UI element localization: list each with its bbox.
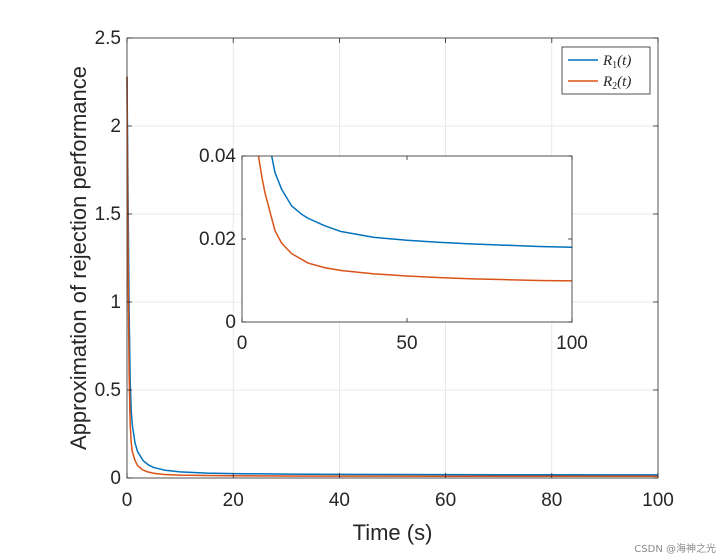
y-tick-label: 0: [110, 468, 121, 489]
y-tick-label: 2.5: [95, 28, 121, 49]
y-tick-label: 0.5: [95, 380, 121, 401]
x-tick-label: 40: [329, 490, 350, 511]
legend-label-r1: R1(t): [602, 53, 631, 71]
y-axis-label: Approximation of rejection performance: [66, 66, 91, 450]
main-lines: [126, 76, 659, 478]
x-tick-label: 50: [396, 333, 417, 354]
legend: R1(t) R2(t): [561, 46, 651, 95]
legend-box: [561, 46, 651, 95]
inset-series-2: [257, 155, 573, 282]
x-tick-label: 60: [435, 490, 456, 511]
inset-series-1: [270, 155, 573, 249]
inset-ticks: 0 50 100 0 0.02 0.04: [199, 146, 588, 354]
inset-axes: 0 50 100 0 0.02 0.04: [199, 146, 588, 354]
x-tick-label: 100: [642, 490, 674, 511]
y-tick-label: 1: [110, 292, 121, 313]
x-tick-label: 0: [122, 490, 133, 511]
y-tick-label: 0.04: [199, 146, 236, 167]
main-series-1: [126, 76, 659, 476]
y-tick-label: 0.02: [199, 229, 236, 250]
inset-lines: [257, 155, 573, 282]
main-ticks: 0 20 40 60 80 100 0 0.5 1 1.5 2 2.5: [95, 28, 674, 511]
legend-label-r2: R2(t): [602, 74, 631, 92]
main-series-2: [126, 76, 659, 478]
x-tick-label: 0: [237, 333, 248, 354]
y-tick-label: 1.5: [95, 204, 121, 225]
x-tick-label: 100: [556, 333, 588, 354]
main-axes-box: [126, 37, 659, 479]
watermark: CSDN @海神之光: [634, 542, 716, 555]
x-axis-label: Time (s): [353, 520, 433, 545]
inset-plot-area: [242, 156, 572, 322]
y-tick-label: 2: [110, 116, 121, 137]
x-tick-label: 80: [541, 490, 562, 511]
x-tick-label: 20: [223, 490, 244, 511]
y-tick-label: 0: [225, 312, 236, 333]
